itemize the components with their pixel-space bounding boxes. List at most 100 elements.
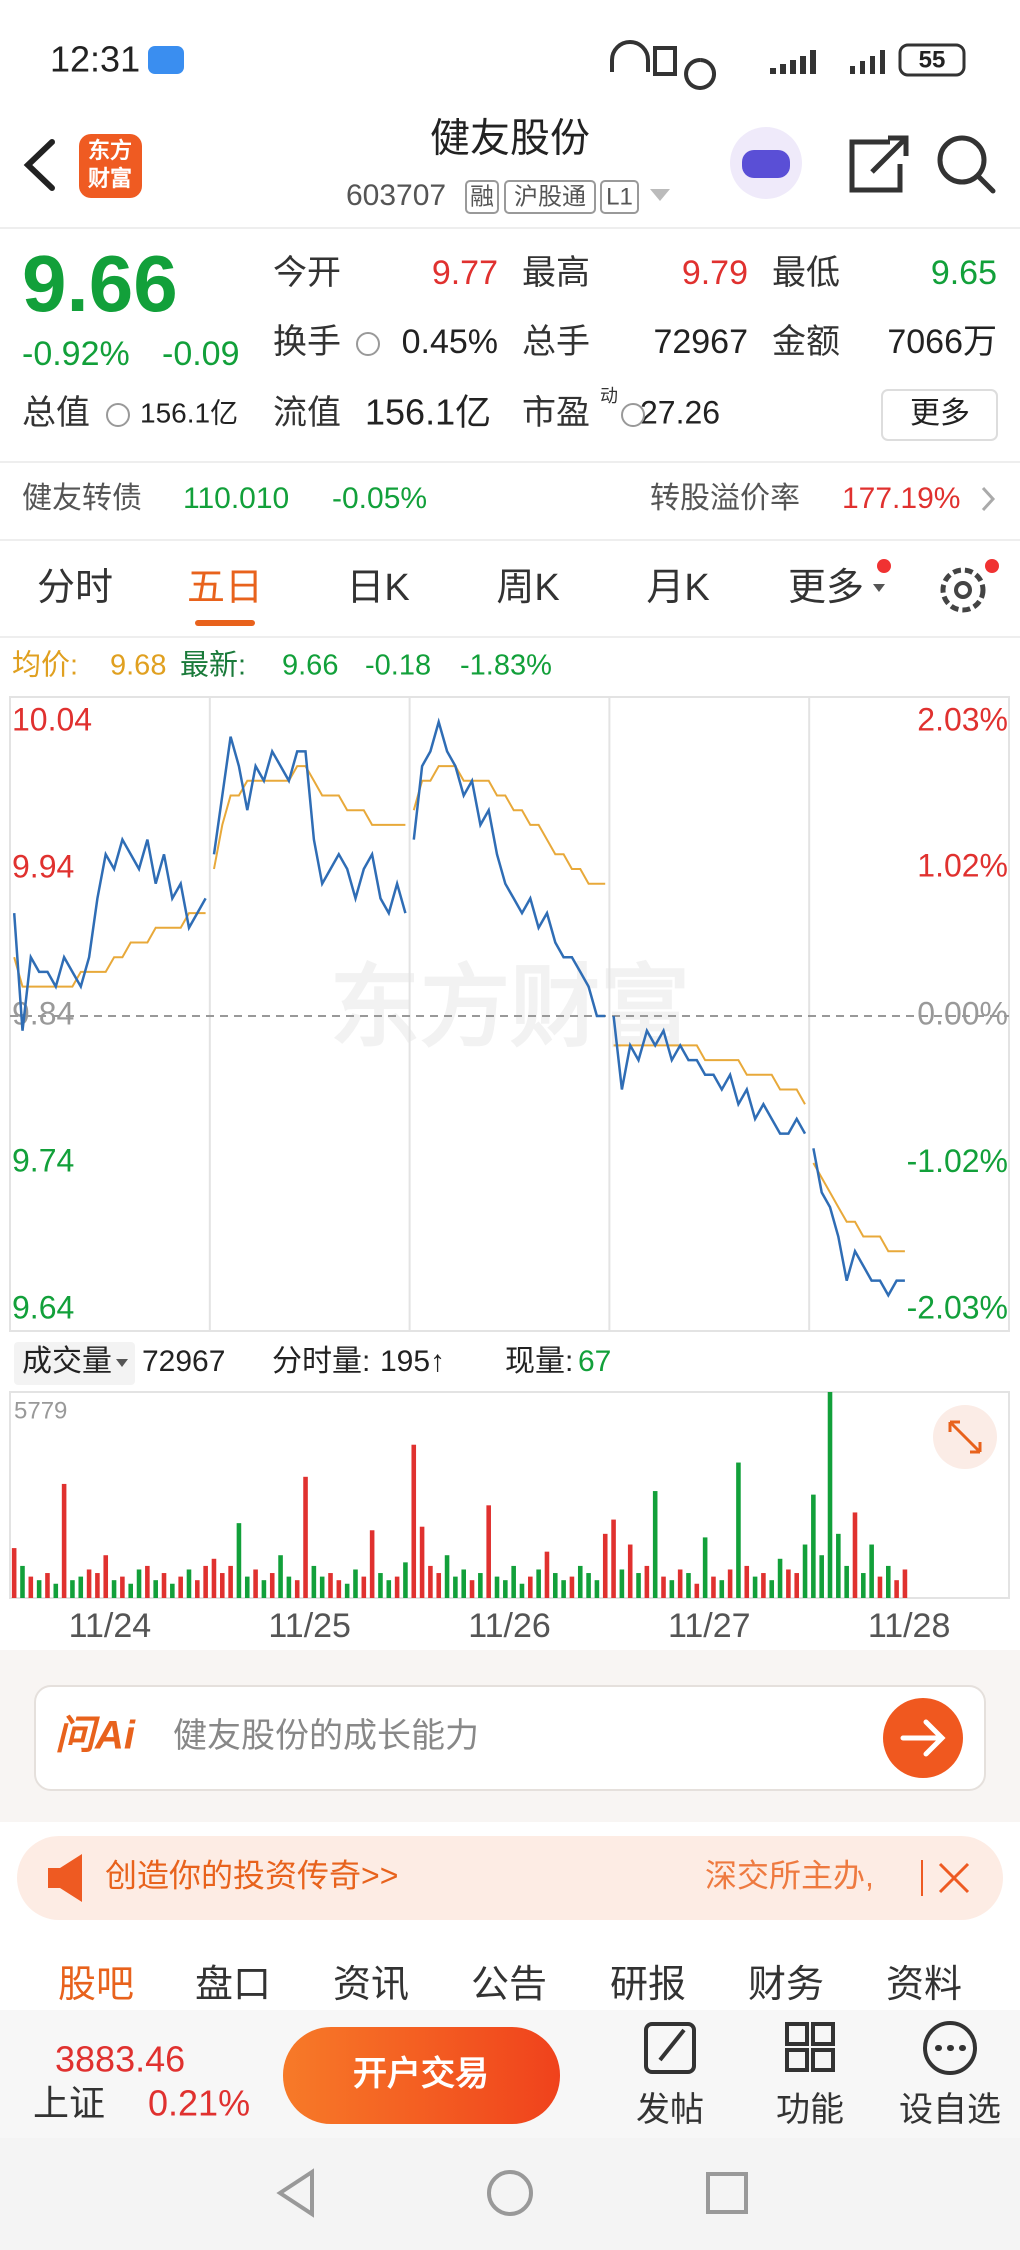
volume-bar — [602, 1533, 608, 1598]
more-button[interactable] — [881, 389, 998, 441]
date-label: 11/25 — [268, 1607, 351, 1645]
stock-title: 健友股份 — [430, 117, 590, 161]
bond-chevron[interactable] — [981, 486, 996, 512]
share-button[interactable] — [849, 135, 909, 193]
nav-back[interactable] — [276, 2168, 314, 2218]
price-line — [412, 717, 606, 1018]
volume-bar — [686, 1573, 691, 1598]
volume-bar — [36, 1580, 42, 1598]
section-tab[interactable]: 资料 — [886, 1964, 962, 2006]
volume-bar — [436, 1573, 442, 1598]
battery — [898, 43, 966, 77]
stat-value: 9.65 — [931, 254, 997, 292]
volume-bar — [777, 1558, 783, 1598]
ai-prompt: 健友股份的成长能力 — [173, 1717, 479, 1755]
bond-price: 110.010 — [183, 482, 289, 515]
action-label[interactable]: 设自选 — [899, 2091, 1001, 2129]
index-pct: 0.21% — [148, 2083, 250, 2124]
volume-bar — [594, 1580, 600, 1598]
chart-tab[interactable]: 周K — [496, 567, 559, 609]
minute-value: 195↑ — [380, 1345, 445, 1378]
close-banner[interactable] — [938, 1862, 970, 1894]
date-label: 11/26 — [468, 1607, 551, 1645]
nav-home[interactable] — [487, 2170, 533, 2216]
volume-bar — [836, 1533, 841, 1598]
volume-bar — [503, 1580, 508, 1598]
info-icon[interactable] — [621, 403, 645, 427]
post-icon[interactable] — [644, 2022, 696, 2074]
section-tab[interactable]: 公告 — [471, 1964, 547, 2006]
volume-bar — [211, 1558, 217, 1598]
volume-bar — [902, 1569, 908, 1598]
volume-bar — [111, 1580, 117, 1598]
volume-bar — [278, 1555, 283, 1598]
info-icon[interactable] — [356, 332, 380, 356]
section-tab[interactable]: 股吧 — [58, 1964, 134, 2006]
volume-bar — [61, 1483, 67, 1598]
volume-bar — [403, 1562, 408, 1598]
volume-bar — [577, 1565, 583, 1598]
volume-bar — [178, 1576, 183, 1598]
volume-bar — [353, 1569, 358, 1598]
function-icon[interactable] — [785, 2022, 835, 2072]
back-button[interactable] — [23, 139, 55, 191]
y-tick-label: 9.64 — [12, 1289, 74, 1325]
more-label[interactable]: 更多 — [910, 397, 970, 430]
search-button[interactable] — [937, 135, 987, 185]
action-label[interactable]: 发帖 — [636, 2091, 704, 2129]
info-icon[interactable] — [106, 403, 130, 427]
nav-recent[interactable] — [706, 2172, 748, 2214]
ai-logo: 问Ai — [55, 1714, 136, 1758]
volume-bar — [128, 1583, 134, 1598]
volume-bar — [561, 1580, 566, 1598]
volume-bar — [627, 1544, 633, 1598]
chart-tab[interactable]: 日K — [346, 567, 409, 609]
volume-bar — [794, 1573, 800, 1598]
section-tab[interactable]: 盘口 — [195, 1964, 271, 2006]
volume-bar — [95, 1573, 100, 1598]
avg-line — [812, 1162, 905, 1253]
chart-tab[interactable]: 更多 — [788, 567, 864, 609]
volume-bar — [711, 1576, 716, 1598]
volume-bar — [611, 1519, 616, 1598]
avg-label: 均价: — [12, 649, 78, 682]
volume-bar — [361, 1576, 367, 1598]
avg-line — [13, 912, 206, 988]
volume-chart-frame — [9, 1391, 1010, 1599]
volume-bar — [852, 1512, 858, 1598]
tag-box — [504, 180, 596, 214]
stat-value: 27.26 — [640, 394, 720, 430]
section-tab[interactable]: 资讯 — [333, 1964, 409, 2006]
volume-bar — [719, 1580, 725, 1598]
trade-label[interactable]: 开户交易 — [353, 2054, 489, 2093]
volume-bar — [694, 1583, 700, 1598]
volume-selector[interactable] — [14, 1342, 135, 1385]
search-handle — [975, 173, 996, 194]
trade-button[interactable] — [283, 2027, 560, 2124]
banner[interactable] — [17, 1836, 1003, 1920]
volume-bar — [70, 1580, 75, 1598]
y2-tick-label: 2.03% — [917, 701, 1008, 737]
section-tab[interactable]: 研报 — [610, 1964, 686, 2006]
volume-bar — [319, 1576, 325, 1598]
chart-tab[interactable]: 分时 — [37, 567, 113, 609]
code-dropdown[interactable] — [650, 189, 670, 201]
volume-label[interactable]: 成交量 — [22, 1345, 112, 1378]
chart-tab[interactable]: 月K — [646, 567, 709, 609]
volume-bar — [769, 1580, 775, 1598]
avg-value: 9.68 — [110, 650, 166, 682]
date-label: 11/27 — [668, 1607, 751, 1645]
action-label[interactable]: 功能 — [776, 2091, 844, 2129]
settings-button[interactable] — [940, 567, 986, 613]
banner-right: 深交所主办, — [705, 1857, 874, 1893]
chart-tab[interactable]: 五日 — [187, 567, 263, 609]
dropdown — [873, 584, 885, 592]
ai-input[interactable] — [34, 1685, 986, 1791]
volume-bar — [328, 1573, 333, 1598]
volume-total: 72967 — [142, 1345, 225, 1378]
watchlist-icon[interactable] — [923, 2021, 977, 2075]
volume-bar — [519, 1583, 525, 1598]
volume-bar — [652, 1491, 658, 1598]
volume-bar — [552, 1573, 558, 1598]
section-tab[interactable]: 财务 — [748, 1964, 824, 2006]
